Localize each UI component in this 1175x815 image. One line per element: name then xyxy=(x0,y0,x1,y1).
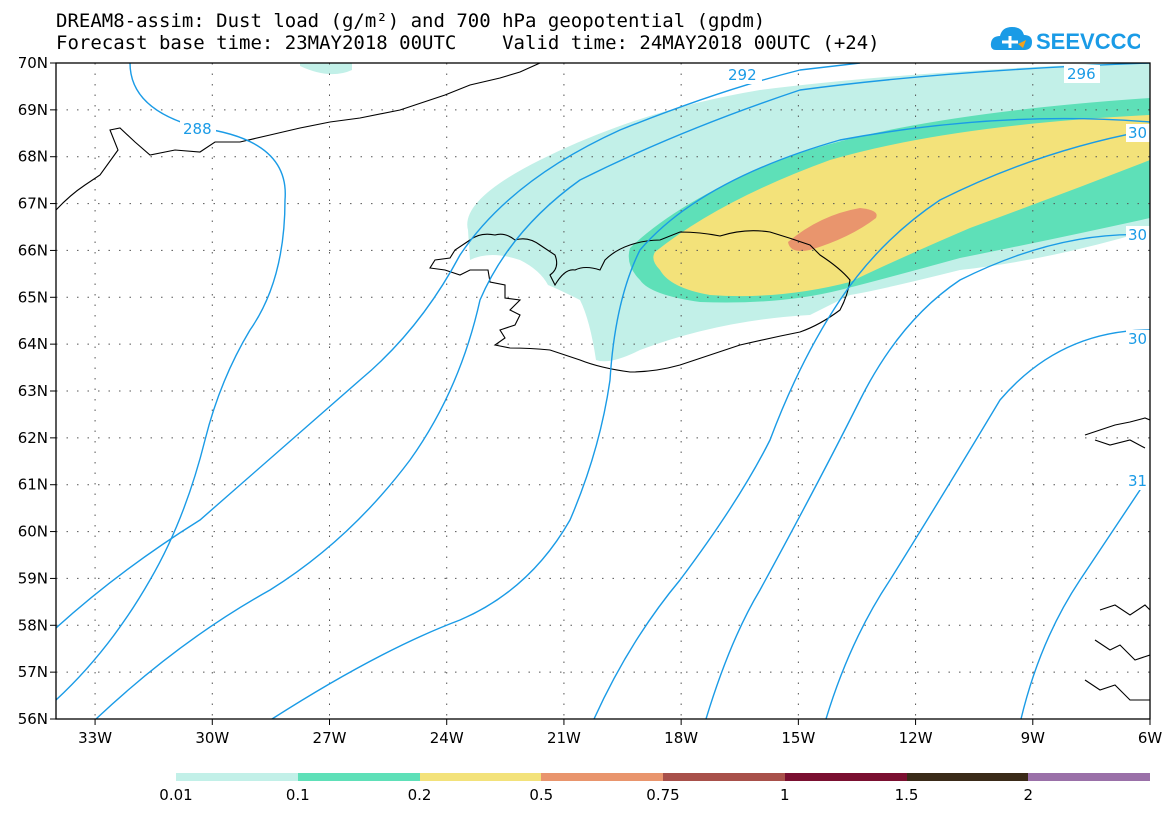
contour-label: 296 xyxy=(1067,65,1096,83)
latitude-label: 64N xyxy=(18,335,48,353)
contour-label: 30 xyxy=(1128,330,1147,348)
dust-shading xyxy=(300,63,1150,362)
colorbar-label: 0.01 xyxy=(159,786,193,804)
longitude-label: 21W xyxy=(547,729,581,747)
colorbar-label: 1 xyxy=(779,786,790,804)
latitude-label: 56N xyxy=(18,710,48,728)
colorbar-segment xyxy=(784,773,907,781)
latitude-label: 65N xyxy=(18,288,48,306)
longitude-label: 24W xyxy=(430,729,464,747)
latitude-label: 59N xyxy=(18,569,48,587)
graticule xyxy=(56,63,1150,719)
dust-band-0.5 xyxy=(788,208,877,251)
contour-label: 292 xyxy=(728,66,757,84)
colorbar-label: 0.5 xyxy=(529,786,554,804)
longitude-label: 15W xyxy=(781,729,815,747)
longitude-label: 12W xyxy=(899,729,933,747)
colorbar-label: 0.1 xyxy=(285,786,310,804)
colorbar-segment xyxy=(297,773,420,781)
colorbar-label: 0.75 xyxy=(646,786,680,804)
geopotential-contours xyxy=(56,63,1150,719)
longitude-label: 27W xyxy=(313,729,347,747)
seevccc-logo: SEEVCCC xyxy=(990,20,1142,58)
longitude-label: 6W xyxy=(1138,729,1163,747)
latitude-label: 57N xyxy=(18,663,48,681)
latitude-label: 63N xyxy=(18,382,48,400)
colorbar xyxy=(176,773,1150,781)
logo-text: SEEVCCC xyxy=(1036,29,1140,54)
colorbar-label: 2 xyxy=(1023,786,1034,804)
colorbar-segment xyxy=(906,773,1029,781)
contour-label: 30 xyxy=(1128,226,1147,244)
longitude-axis: 33W 30W 27W 24W 21W 18W 15W 12W 9W 6W xyxy=(78,719,1162,747)
latitude-label: 66N xyxy=(18,241,48,259)
colorbar-segment xyxy=(176,773,298,781)
colorbar-label: 1.5 xyxy=(894,786,919,804)
cloud-icon xyxy=(990,27,1032,50)
latitude-axis: 70N 69N 68N 67N 66N 65N 64N 63N 62N 61N 60N 59N 58N 5… xyxy=(18,54,56,728)
longitude-label: 9W xyxy=(1021,729,1046,747)
contour-label: 30 xyxy=(1128,124,1147,142)
contour-label: 31 xyxy=(1128,472,1147,490)
latitude-label: 70N xyxy=(18,54,48,72)
contour-labels: 288 292 296 30 30 30 31 xyxy=(180,65,1150,490)
latitude-label: 62N xyxy=(18,429,48,447)
colorbar-segment xyxy=(1028,773,1150,781)
latitude-label: 61N xyxy=(18,476,48,494)
colorbar-segment xyxy=(541,773,663,781)
colorbar-segment xyxy=(419,773,542,781)
map-title: DREAM8-assim: Dust load (g/m²) and 700 h… xyxy=(56,10,766,32)
latitude-label: 58N xyxy=(18,616,48,634)
dust-band-0.01 xyxy=(300,63,352,75)
longitude-label: 18W xyxy=(664,729,698,747)
colorbar-label: 0.2 xyxy=(407,786,432,804)
dust-band-0.2 xyxy=(653,115,1150,297)
longitude-label: 33W xyxy=(78,729,112,747)
latitude-label: 69N xyxy=(18,101,48,119)
contour-label: 288 xyxy=(183,120,212,138)
latitude-label: 67N xyxy=(18,195,48,213)
latitude-label: 60N xyxy=(18,523,48,541)
colorbar-segment xyxy=(663,773,785,781)
latitude-label: 68N xyxy=(18,148,48,166)
map-subtitle: Forecast base time: 23MAY2018 00UTC Vali… xyxy=(56,32,880,54)
coastline xyxy=(56,63,1150,701)
longitude-label: 30W xyxy=(195,729,229,747)
